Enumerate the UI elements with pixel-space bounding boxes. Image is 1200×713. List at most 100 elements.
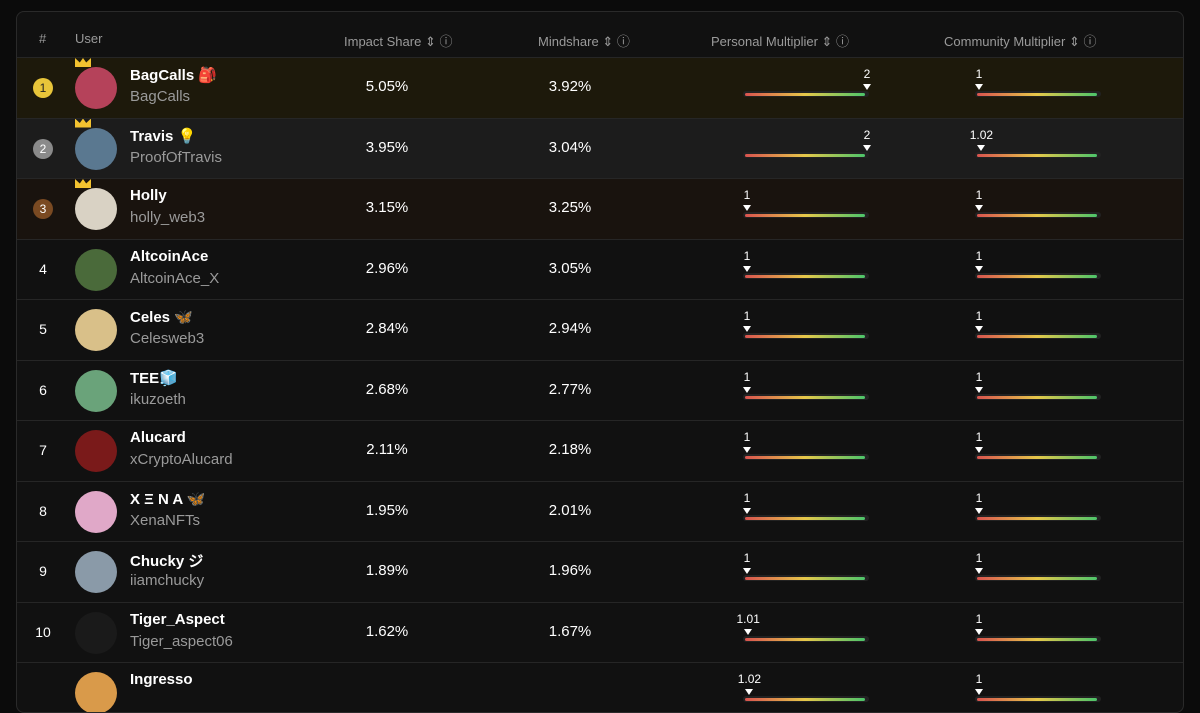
track-gradient [977, 637, 1097, 641]
personal-marker [863, 84, 871, 90]
community-value: 1 [975, 611, 983, 626]
leaderboard-row[interactable]: 10 Tiger_Aspect Tiger_aspect06 1.62% 1.67% 1.… [17, 601, 1183, 663]
community-track [975, 696, 1101, 702]
community-header-text: Community Multiplier [944, 34, 1066, 49]
user-handle: holly_web3 [130, 209, 206, 226]
impact-share: 2.11% [366, 441, 408, 458]
user-name: BagCalls 🎒 [130, 67, 218, 84]
user-name: Ingresso [130, 671, 193, 688]
mindshare: 2.94% [548, 320, 592, 337]
personal-value: 1 [743, 551, 751, 565]
user-name: Alucard [130, 429, 186, 446]
user-name: Celes 🦋 [130, 309, 193, 326]
community-header[interactable]: Community Multiplier ⇕ ⓘ [944, 34, 1097, 49]
leaderboard-row[interactable]: 6 TEE🧊 ikuzoeth 2.68% 2.77% 1 1 [17, 359, 1183, 421]
community-marker [975, 265, 983, 272]
personal-track [743, 635, 869, 642]
impact-share: 5.05% [365, 78, 409, 95]
avatar [75, 611, 117, 654]
impact-share: 1.89% [365, 562, 409, 579]
community-value: 1 [975, 490, 983, 505]
leaderboard-row[interactable]: 2 Travis 💡 ProofOfTravis 3.95% 3.04% 2 1.02 [17, 117, 1183, 179]
community-marker [975, 326, 983, 332]
personal-track [743, 151, 869, 158]
crown-icon [75, 179, 91, 188]
community-marker [975, 689, 983, 695]
user-name: AltcoinAce [130, 247, 209, 265]
personal-header-text: Personal Multiplier [711, 34, 818, 49]
user-handle: iiamchucky [130, 572, 205, 589]
community-track [975, 333, 1101, 339]
mindshare: 2.01% [548, 501, 592, 519]
personal-header[interactable]: Personal Multiplier ⇕ ⓘ [711, 34, 850, 49]
personal-track [743, 393, 869, 400]
user-name: Chucky ジ [130, 553, 204, 570]
user-name: Travis 💡 [130, 127, 197, 145]
impact-share: 2.96% [365, 259, 409, 277]
personal-marker [743, 386, 751, 393]
rank-number: 8 [39, 502, 47, 519]
community-track [975, 514, 1101, 521]
community-value: 1 [975, 309, 983, 323]
mindshare: 3.92% [548, 78, 592, 95]
rank-number: 10 [35, 623, 51, 640]
track-gradient [745, 274, 865, 278]
personal-marker [743, 265, 751, 272]
avatar [75, 67, 117, 109]
mindshare: 2.77% [548, 380, 592, 398]
track-gradient [745, 335, 865, 338]
track-gradient [977, 274, 1097, 278]
crown-icon [75, 118, 91, 128]
impact-share: 2.68% [365, 380, 409, 398]
track-gradient [745, 214, 865, 217]
personal-track [743, 696, 869, 702]
leaderboard-row[interactable]: 7 Alucard xCryptoAlucard 2.11% 2.18% 1 1 [17, 420, 1183, 481]
community-value: 1 [975, 551, 983, 565]
avatar [75, 188, 117, 230]
community-marker [975, 84, 983, 90]
mindshare: 1.67% [548, 622, 592, 640]
mindshare: 3.05% [548, 259, 592, 277]
rank-header: # [39, 31, 47, 46]
track-gradient [745, 698, 865, 701]
mindshare: 2.18% [548, 441, 592, 458]
rank-badge: 2 [33, 138, 53, 159]
track-gradient [977, 577, 1097, 580]
impact-header[interactable]: Impact Share ⇕ ⓘ [344, 34, 453, 49]
user-handle: Tiger_aspect06 [130, 632, 233, 650]
track-gradient [977, 93, 1097, 96]
personal-value: 2 [863, 127, 871, 142]
leaderboard-row[interactable]: Ingresso 1.02 1 [17, 662, 1183, 712]
personal-marker [743, 568, 751, 574]
personal-track [743, 514, 869, 521]
personal-marker [745, 689, 754, 695]
user-name: TEE🧊 [130, 369, 178, 387]
leaderboard-row[interactable]: 8 X Ξ N A 🦋 XenaNFTs 1.95% 2.01% 1 1 [17, 480, 1183, 542]
track-gradient [977, 395, 1097, 399]
avatar [75, 248, 117, 291]
personal-value: 2 [863, 67, 871, 81]
community-track [975, 91, 1101, 97]
mindshare: 3.25% [548, 199, 592, 216]
leaderboard-row[interactable]: 1 BagCalls 🎒 BagCalls 5.05% 3.92% 2 1 [17, 57, 1183, 118]
personal-value: 1 [743, 309, 751, 323]
community-value: 1.02 [969, 127, 994, 142]
personal-value: 1 [743, 188, 751, 202]
impact-share: 3.15% [365, 199, 409, 216]
leaderboard-row[interactable]: 9 Chucky ジ iiamchucky 1.89% 1.96% 1 1 [17, 541, 1183, 602]
mindshare-header-text: Mindshare [538, 34, 599, 49]
leaderboard-row[interactable]: 3 Holly holly_web3 3.15% 3.25% 1 1 [17, 178, 1183, 239]
rank-number: 7 [39, 442, 47, 458]
rank-number: 4 [39, 260, 47, 277]
community-value: 1 [975, 188, 983, 202]
personal-track [743, 575, 869, 581]
community-track [975, 212, 1101, 218]
leaderboard-table: # User Impact Share ⇕ ⓘ Mindshare ⇕ ⓘ Pe… [16, 11, 1184, 713]
leaderboard-row[interactable]: 4 AltcoinAce AltcoinAce_X 2.96% 3.05% 1 1 [17, 238, 1183, 300]
community-marker [975, 386, 983, 393]
avatar [75, 490, 117, 533]
track-gradient [745, 153, 865, 157]
mindshare-header[interactable]: Mindshare ⇕ ⓘ [538, 34, 630, 49]
community-value: 1 [975, 430, 983, 444]
leaderboard-row[interactable]: 5 Celes 🦋 Celesweb3 2.84% 2.94% 1 1 [17, 299, 1183, 360]
